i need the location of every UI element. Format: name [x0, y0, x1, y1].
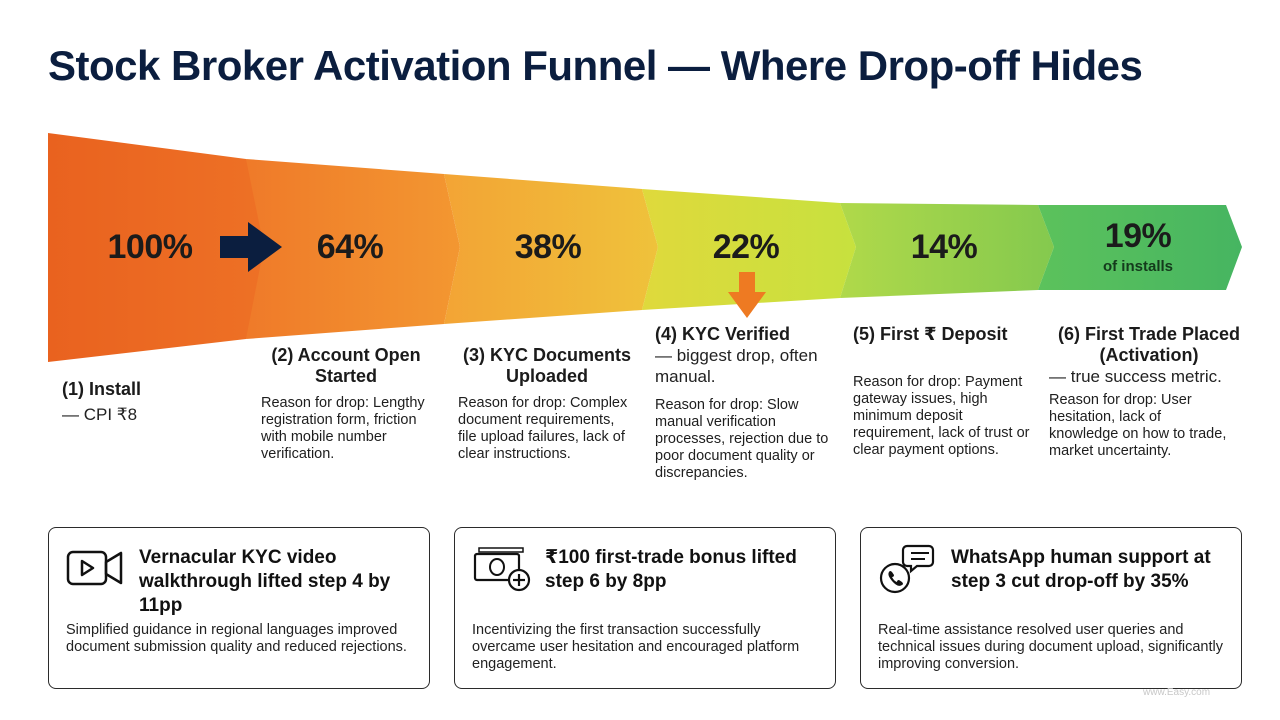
video-icon	[66, 550, 123, 586]
funnel-segment-6	[1038, 205, 1242, 290]
card-2-body: Incentivizing the first transaction succ…	[472, 622, 800, 672]
stage-6-percentage-caption: of installs	[1102, 258, 1173, 275]
page-title: Stock Broker Activation Funnel — Where D…	[48, 42, 1143, 89]
arrow-right-icon	[220, 222, 282, 272]
stage-5-reason: Reason for drop: Payment gateway issues,…	[853, 374, 1030, 458]
stage-4-title: (4) KYC Verified	[655, 324, 791, 344]
card-2-headline: ₹100 first-trade bonus lifted step 6 by …	[545, 547, 797, 592]
funnel-segment-1	[48, 133, 284, 362]
cash-bonus-icon	[473, 547, 531, 592]
stage-6-label-block: (6) First Trade Placed (Activation) — tr…	[1049, 324, 1240, 460]
stage-6-note: — true success metric.	[1049, 367, 1222, 386]
funnel-chart	[48, 133, 1242, 362]
funnel-segment-2	[246, 159, 460, 339]
stage-1-percentage: 100%	[107, 228, 193, 266]
stage-6-title: (6) First Trade Placed (Activation)	[1057, 324, 1241, 365]
insight-card-video: Vernacular KYC video walkthrough lifted …	[48, 527, 430, 689]
stage-1-note: — CPI ₹8	[62, 405, 138, 424]
stage-2-title: (2) Account Open Started	[271, 345, 421, 386]
card-3-body: Real-time assistance resolved user queri…	[878, 622, 1223, 672]
watermark: www.Easy.com	[1143, 687, 1211, 698]
stage-1-title: (1) Install	[62, 379, 142, 399]
stage-2-reason: Reason for drop: Lengthy registration fo…	[261, 395, 425, 462]
card-3-headline: WhatsApp human support at step 3 cut dro…	[951, 547, 1211, 592]
stage-5-title: (5) First ₹ Deposit	[853, 324, 1008, 344]
stage-4-reason: Reason for drop: Slow manual verificatio…	[655, 397, 829, 481]
stage-1-label-block: (1) Install — CPI ₹8	[62, 379, 247, 425]
stage-6-percentage: 19%	[1104, 217, 1172, 255]
stage-6-reason: Reason for drop: User hesitation, lack o…	[1049, 392, 1227, 459]
funnel-segment-4	[642, 189, 856, 310]
stage-4-note: — biggest drop, often manual.	[655, 346, 818, 386]
stage-5-percentage: 14%	[910, 228, 978, 266]
card-1-headline: Vernacular KYC video walkthrough lifted …	[139, 547, 391, 616]
stage-5-label-block: (5) First ₹ Deposit Reason for drop: Pay…	[853, 324, 1038, 459]
funnel-segment-5	[840, 203, 1054, 298]
stage-4-percentage: 22%	[712, 228, 780, 266]
stage-2-label-block: (2) Account Open Started Reason for drop…	[261, 345, 446, 463]
stage-3-reason: Reason for drop: Complex document requir…	[458, 395, 628, 462]
insight-card-bonus: ₹100 first-trade bonus lifted step 6 by …	[454, 527, 836, 689]
stage-4-label-block: (4) KYC Verified — biggest drop, often m…	[655, 324, 840, 482]
funnel-segment-3	[444, 174, 658, 324]
insight-card-support: WhatsApp human support at step 3 cut dro…	[860, 527, 1242, 689]
stage-3-title: (3) KYC Documents Uploaded	[462, 345, 632, 386]
stage-3-percentage: 38%	[514, 228, 582, 266]
chat-support-icon	[879, 544, 935, 594]
stage-2-percentage: 64%	[316, 228, 384, 266]
stage-3-label-block: (3) KYC Documents Uploaded Reason for dr…	[458, 345, 643, 463]
card-1-body: Simplified guidance in regional language…	[66, 622, 407, 655]
arrow-down-icon	[728, 272, 766, 318]
